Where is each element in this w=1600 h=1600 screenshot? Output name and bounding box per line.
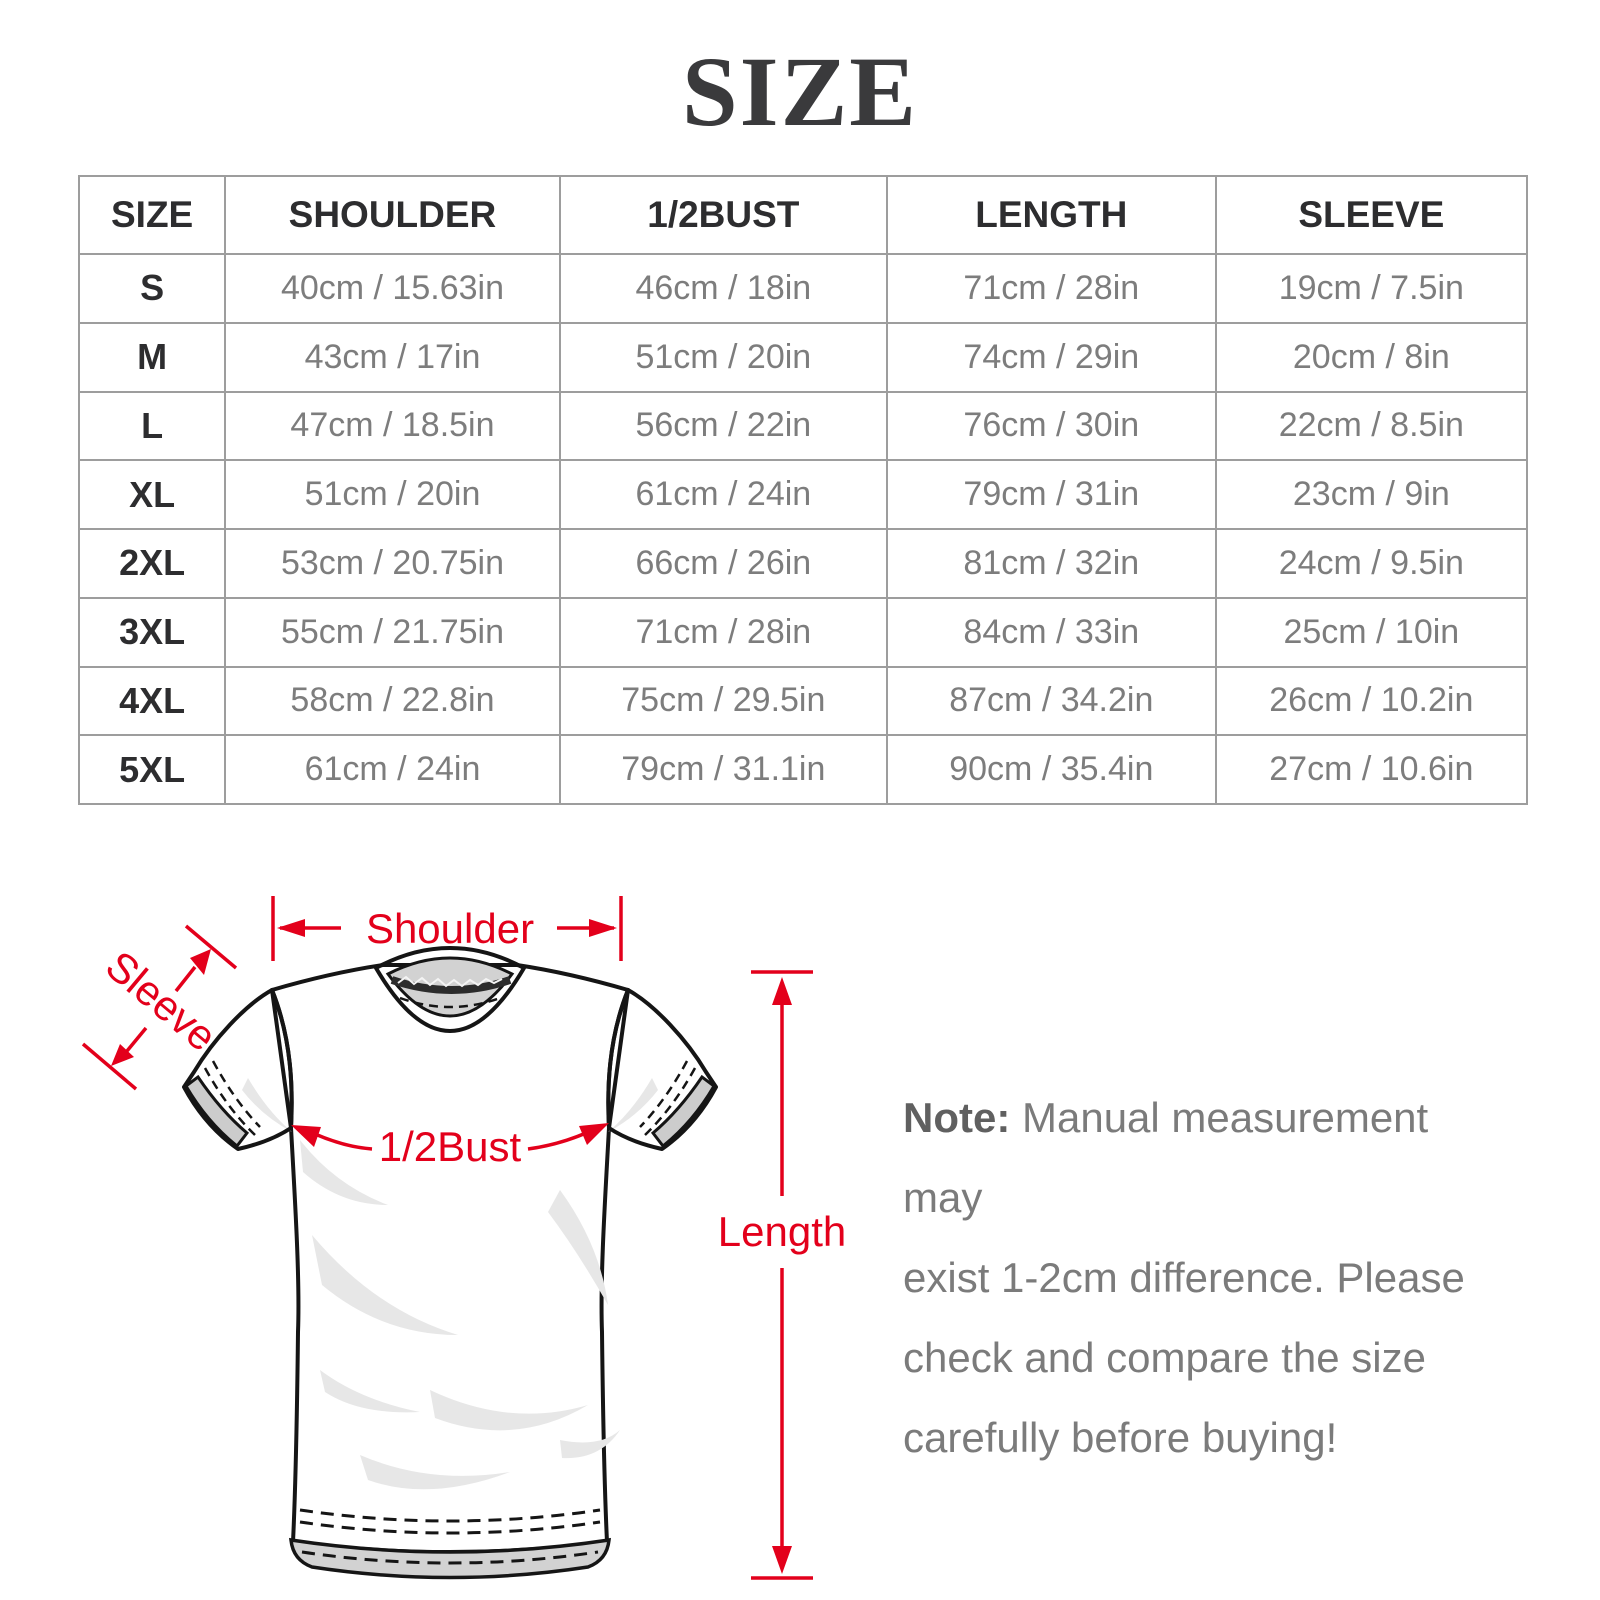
cell-size: 3XL [77,596,227,668]
tshirt-illustration [182,946,718,1580]
shoulder-label: Shoulder [366,905,534,952]
cell-sleeve: 23cm / 9in [1214,459,1529,530]
cell-bust: 75cm / 29.5in [558,665,888,737]
cell-bust: 56cm / 22in [558,390,888,462]
col-header-shoulder: SHOULDER [224,175,561,255]
cell-shoulder: 53cm / 20.75in [224,528,561,599]
cell-size: 4XL [77,665,227,737]
cell-size: 2XL [77,528,227,599]
cell-sleeve: 27cm / 10.6in [1214,734,1529,805]
cell-bust: 66cm / 26in [558,528,888,599]
cell-shoulder: 47cm / 18.5in [224,390,561,462]
cell-length: 76cm / 30in [885,390,1217,462]
table-row-5xl: 5XL 61cm / 24in 79cm / 31.1in 90cm / 35.… [77,734,1529,805]
right-cuff-inside [650,1074,716,1149]
note-text: Note: Manual measurement may exist 1-2cm… [903,1078,1513,1478]
cell-size: XL [77,459,227,530]
collar-zigzag-stitch [397,975,503,988]
table-row-3xl: 3XL 55cm / 21.75in 71cm / 28in 84cm / 33… [77,596,1529,668]
cell-length: 71cm / 28in [885,253,1217,324]
bust-label: 1/2Bust [379,1123,522,1170]
cell-sleeve: 22cm / 8.5in [1214,390,1529,462]
note-prefix: Note: [903,1094,1011,1141]
cell-size: L [77,390,227,462]
table-row-l: L 47cm / 18.5in 56cm / 22in 76cm / 30in … [77,390,1529,462]
left-cuff-inside [184,1074,250,1149]
note-line-3: check and compare the size [903,1334,1426,1381]
cell-bust: 61cm / 24in [558,459,888,530]
cell-size: 5XL [77,734,227,805]
hem-band [289,1537,611,1580]
table-row-m: M 43cm / 17in 51cm / 20in 74cm / 29in 20… [77,321,1529,393]
cell-bust: 51cm / 20in [558,321,888,393]
bust-annotation: 1/2Bust [291,1123,609,1170]
cell-shoulder: 51cm / 20in [224,459,561,530]
table-header-row: SIZE SHOULDER 1/2BUST LENGTH SLEEVE [77,175,1529,255]
cell-sleeve: 24cm / 9.5in [1214,528,1529,599]
note-line-1: Note: Manual measurement may [903,1094,1429,1221]
note-line-4: carefully before buying! [903,1414,1338,1461]
col-header-sleeve: SLEEVE [1214,175,1529,255]
cell-length: 84cm / 33in [885,596,1217,668]
cell-bust: 79cm / 31.1in [558,734,888,805]
col-header-bust: 1/2BUST [558,175,888,255]
cell-shoulder: 55cm / 21.75in [224,596,561,668]
table-row-2xl: 2XL 53cm / 20.75in 66cm / 26in 81cm / 32… [77,528,1529,599]
cell-sleeve: 26cm / 10.2in [1214,665,1529,737]
col-header-size: SIZE [77,175,227,255]
cell-size: S [77,253,227,324]
col-header-length: LENGTH [885,175,1217,255]
page-title: SIZE [682,36,918,147]
table-row-s: S 40cm / 15.63in 46cm / 18in 71cm / 28in… [77,253,1529,324]
cell-sleeve: 20cm / 8in [1214,321,1529,393]
cell-length: 81cm / 32in [885,528,1217,599]
tshirt-measurement-diagram: Shoulder Sleeve 1/2Bust Length [81,896,846,1580]
length-annotation: Length [718,970,846,1580]
cell-length: 90cm / 35.4in [885,734,1217,805]
table-row-4xl: 4XL 58cm / 22.8in 75cm / 29.5in 87cm / 3… [77,665,1529,737]
size-table: SIZE SHOULDER 1/2BUST LENGTH SLEEVE S 40… [77,175,1529,805]
cell-bust: 71cm / 28in [558,596,888,668]
cell-bust: 46cm / 18in [558,253,888,324]
collar-outer [374,946,526,1033]
cell-shoulder: 61cm / 24in [224,734,561,805]
fabric-fold-shading [242,1078,658,1490]
table-row-xl: XL 51cm / 20in 61cm / 24in 79cm / 31in 2… [77,459,1529,530]
cell-shoulder: 40cm / 15.63in [224,253,561,324]
sleeve-annotation: Sleeve [81,924,238,1091]
cell-length: 87cm / 34.2in [885,665,1217,737]
collar-rib-band [390,976,512,994]
note-line-2: exist 1-2cm difference. Please [903,1254,1465,1301]
shoulder-annotation: Shoulder [271,896,623,961]
cell-shoulder: 43cm / 17in [224,321,561,393]
cell-sleeve: 25cm / 10in [1214,596,1529,668]
length-label: Length [718,1208,846,1255]
cell-sleeve: 19cm / 7.5in [1214,253,1529,324]
cell-length: 79cm / 31in [885,459,1217,530]
cell-size: M [77,321,227,393]
cell-length: 74cm / 29in [885,321,1217,393]
cell-shoulder: 58cm / 22.8in [224,665,561,737]
